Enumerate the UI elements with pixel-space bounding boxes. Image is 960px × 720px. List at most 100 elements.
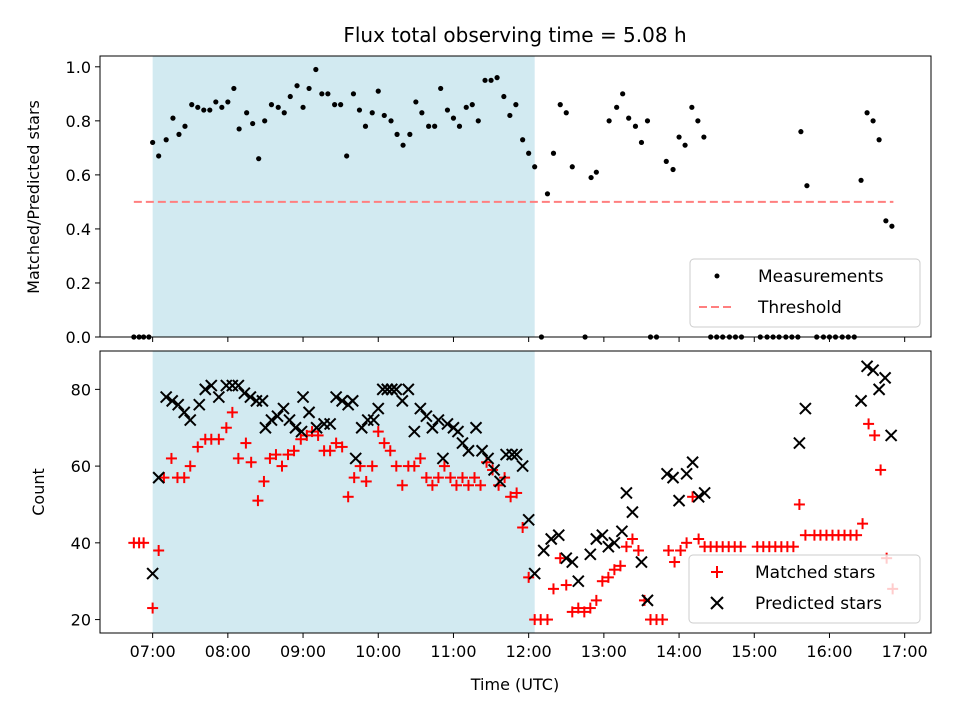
measurement-point xyxy=(244,110,250,116)
predicted-star-point xyxy=(584,548,597,561)
measurement-point xyxy=(689,104,695,110)
measurement-point xyxy=(325,91,331,97)
predicted-star-point xyxy=(385,383,398,396)
predicted-star-point xyxy=(329,390,343,404)
x-tick-label: 12:00 xyxy=(506,642,552,661)
matched-star-point xyxy=(342,491,354,503)
predicted-star-point xyxy=(205,379,218,392)
matched-star-point xyxy=(560,579,572,591)
matched-star-point xyxy=(511,487,523,499)
legend-predicted-marker xyxy=(710,596,724,610)
x-tick-label: 08:00 xyxy=(205,642,251,661)
predicted-star-point xyxy=(432,413,445,427)
predicted-star-point xyxy=(672,494,686,507)
measurement-point xyxy=(344,153,350,159)
measurement-point xyxy=(419,110,425,116)
predicted-star-point xyxy=(866,363,880,377)
predicted-star-point xyxy=(469,421,483,434)
y-tick-label: 40 xyxy=(71,534,91,553)
matched-star-point xyxy=(276,460,288,472)
matched-star-point xyxy=(693,533,705,545)
measurement-point xyxy=(189,102,195,108)
measurement-point xyxy=(400,142,406,148)
matched-star-point xyxy=(523,571,535,583)
measurement-point xyxy=(394,131,400,137)
predicted-star-point xyxy=(436,452,450,465)
matched-star-point xyxy=(312,429,324,441)
x-tick-label: 09:00 xyxy=(280,642,326,661)
bottom-y-ticks: 20 40 60 80 xyxy=(71,380,100,630)
measurement-point xyxy=(588,174,594,181)
measurement-point xyxy=(306,85,312,92)
matched-star-point xyxy=(138,537,150,549)
measurement-point xyxy=(520,137,526,143)
predicted-star-point xyxy=(165,394,179,408)
measurement-point xyxy=(381,112,387,119)
matched-star-point xyxy=(626,533,638,545)
predicted-star-point xyxy=(698,486,711,500)
matched-star-point xyxy=(869,429,881,441)
predicted-star-point xyxy=(184,413,197,427)
measurement-point xyxy=(494,75,500,81)
matched-star-point xyxy=(330,437,342,449)
predicted-star-point xyxy=(620,486,633,500)
predicted-star-point xyxy=(799,402,812,415)
matched-star-point xyxy=(554,552,566,564)
matched-star-point xyxy=(578,606,590,618)
predicted-star-point xyxy=(860,360,874,373)
measurement-point xyxy=(150,139,156,146)
measurement-point xyxy=(676,134,682,140)
measurement-point xyxy=(626,115,632,121)
predicted-star-point xyxy=(793,436,806,450)
measurement-point xyxy=(475,118,481,124)
top-panel: 0.0 0.2 0.4 0.6 0.8 1.0 Flux total observing … xyxy=(24,23,932,347)
matched-star-point xyxy=(602,571,614,583)
measurement-point xyxy=(262,118,268,124)
measurement-point xyxy=(488,77,494,83)
y-tick-label: 80 xyxy=(71,380,91,399)
matched-star-point xyxy=(360,475,372,487)
matched-star-point xyxy=(566,606,578,618)
measurement-point xyxy=(207,107,213,113)
y-tick-label: 0.8 xyxy=(66,112,91,131)
measurement-point xyxy=(614,104,620,110)
x-tick-label: 15:00 xyxy=(731,642,777,661)
matched-star-point xyxy=(147,602,159,614)
matched-star-point xyxy=(614,560,626,572)
top-legend-box xyxy=(689,258,921,328)
matched-star-point xyxy=(632,545,644,557)
measurement-point xyxy=(332,102,338,108)
predicted-star-point xyxy=(493,475,507,488)
matched-star-point xyxy=(252,495,264,507)
measurement-point xyxy=(388,118,394,124)
predicted-star-point xyxy=(560,551,573,565)
matched-star-point xyxy=(426,479,438,491)
measurement-point xyxy=(883,218,889,224)
measurement-point xyxy=(620,91,626,97)
top-axes-frame xyxy=(99,55,932,338)
matched-star-point xyxy=(444,472,456,484)
legend-measurement-marker xyxy=(714,273,720,279)
predicted-star-point xyxy=(302,406,316,419)
predicted-star-point xyxy=(566,555,579,569)
measurement-point xyxy=(281,110,287,116)
measurement-point xyxy=(593,169,599,175)
legend-matched-marker xyxy=(711,566,723,578)
measurement-point xyxy=(294,83,300,89)
matched-star-point xyxy=(608,564,620,576)
predicted-star-point xyxy=(528,567,541,580)
predicted-star-point xyxy=(420,410,433,423)
matched-star-point xyxy=(541,614,553,626)
measurement-point xyxy=(463,104,469,110)
matched-star-point xyxy=(669,556,681,568)
predicted-star-point xyxy=(323,417,337,431)
predicted-star-point xyxy=(390,383,403,396)
measurement-point xyxy=(236,126,242,132)
predicted-star-point xyxy=(516,459,529,473)
measurement-point xyxy=(275,104,281,110)
measurement-point xyxy=(507,112,513,119)
predicted-star-point xyxy=(212,390,226,404)
matched-star-point xyxy=(572,602,584,614)
legend-matched-label: Matched stars xyxy=(755,563,875,583)
predicted-star-point xyxy=(522,513,535,527)
